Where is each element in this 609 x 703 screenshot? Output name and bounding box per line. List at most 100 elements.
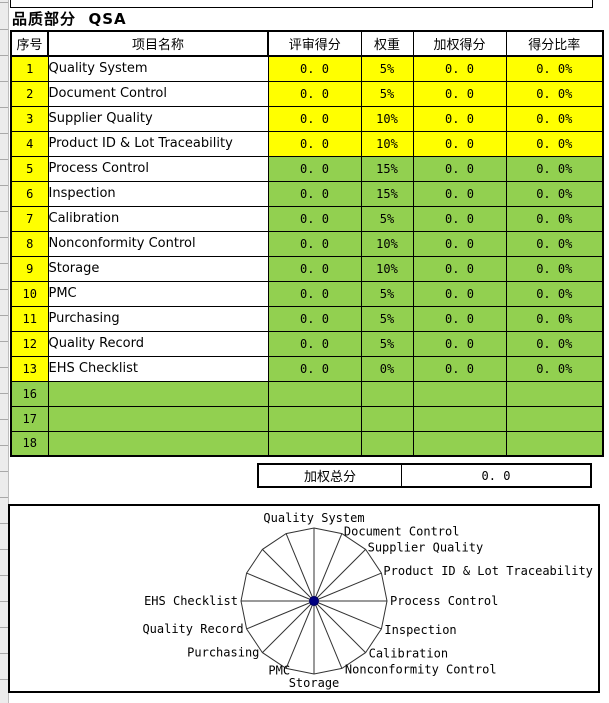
cell-weighted[interactable]: 0. 0 bbox=[412, 130, 507, 157]
cell-score[interactable]: 0. 0 bbox=[267, 330, 362, 357]
header-score[interactable]: 评审得分 bbox=[267, 30, 362, 57]
cell-weight[interactable] bbox=[360, 405, 414, 432]
cell-ratio[interactable] bbox=[505, 380, 604, 407]
weighted-total-value[interactable]: 0. 0 bbox=[402, 463, 592, 488]
cell-weighted[interactable]: 0. 0 bbox=[412, 230, 507, 257]
cell-weighted[interactable]: 0. 0 bbox=[412, 280, 507, 307]
cell-weight[interactable]: 10% bbox=[360, 130, 414, 157]
cell-weighted[interactable] bbox=[412, 405, 507, 432]
cell-no[interactable]: 17 bbox=[10, 405, 49, 432]
cell-score[interactable]: 0. 0 bbox=[267, 280, 362, 307]
cell-ratio[interactable]: 0. 0% bbox=[505, 130, 604, 157]
cell-no[interactable]: 7 bbox=[10, 205, 49, 232]
cell-ratio[interactable]: 0. 0% bbox=[505, 55, 604, 82]
header-weight[interactable]: 权重 bbox=[360, 30, 414, 57]
cell-weight[interactable]: 5% bbox=[360, 330, 414, 357]
cell-score[interactable] bbox=[267, 430, 362, 457]
cell-no[interactable]: 6 bbox=[10, 180, 49, 207]
header-weighted[interactable]: 加权得分 bbox=[412, 30, 507, 57]
cell-ratio[interactable]: 0. 0% bbox=[505, 330, 604, 357]
cell-no[interactable]: 5 bbox=[10, 155, 49, 182]
cell-weighted[interactable]: 0. 0 bbox=[412, 330, 507, 357]
cell-no[interactable]: 13 bbox=[10, 355, 49, 382]
cell-weight[interactable]: 0% bbox=[360, 355, 414, 382]
cell-no[interactable]: 9 bbox=[10, 255, 49, 282]
cell-ratio[interactable]: 0. 0% bbox=[505, 105, 604, 132]
cell-name[interactable]: Document Control bbox=[47, 80, 269, 107]
cell-weighted[interactable] bbox=[412, 430, 507, 457]
cell-ratio[interactable] bbox=[505, 430, 604, 457]
cell-score[interactable]: 0. 0 bbox=[267, 105, 362, 132]
cell-score[interactable]: 0. 0 bbox=[267, 230, 362, 257]
cell-weighted[interactable]: 0. 0 bbox=[412, 255, 507, 282]
cell-score[interactable] bbox=[267, 380, 362, 407]
weighted-total-label[interactable]: 加权总分 bbox=[257, 463, 402, 488]
cell-ratio[interactable]: 0. 0% bbox=[505, 355, 604, 382]
cell-name[interactable]: Purchasing bbox=[47, 305, 269, 332]
cell-weighted[interactable]: 0. 0 bbox=[412, 105, 507, 132]
cell-weighted[interactable] bbox=[412, 380, 507, 407]
cell-score[interactable]: 0. 0 bbox=[267, 180, 362, 207]
header-name[interactable]: 项目名称 bbox=[47, 30, 269, 57]
cell-no[interactable]: 11 bbox=[10, 305, 49, 332]
cell-weight[interactable] bbox=[360, 430, 414, 457]
cell-score[interactable]: 0. 0 bbox=[267, 305, 362, 332]
cell-ratio[interactable]: 0. 0% bbox=[505, 305, 604, 332]
cell-name[interactable]: Supplier Quality bbox=[47, 105, 269, 132]
cell-no[interactable]: 8 bbox=[10, 230, 49, 257]
cell-name[interactable]: Storage bbox=[47, 255, 269, 282]
cell-weighted[interactable]: 0. 0 bbox=[412, 80, 507, 107]
cell-name[interactable]: PMC bbox=[47, 280, 269, 307]
cell-name[interactable]: Product ID & Lot Traceability bbox=[47, 130, 269, 157]
cell-weighted[interactable]: 0. 0 bbox=[412, 205, 507, 232]
cell-score[interactable]: 0. 0 bbox=[267, 55, 362, 82]
cell-weighted[interactable]: 0. 0 bbox=[412, 55, 507, 82]
cell-no[interactable]: 1 bbox=[10, 55, 49, 82]
cell-name[interactable]: Inspection bbox=[47, 180, 269, 207]
cell-ratio[interactable] bbox=[505, 405, 604, 432]
cell-weight[interactable]: 15% bbox=[360, 180, 414, 207]
cell-ratio[interactable]: 0. 0% bbox=[505, 155, 604, 182]
cell-weight[interactable]: 10% bbox=[360, 230, 414, 257]
cell-score[interactable]: 0. 0 bbox=[267, 355, 362, 382]
cell-name[interactable] bbox=[47, 380, 269, 407]
section-title[interactable]: 品质部分 QSA bbox=[12, 10, 127, 28]
cell-weight[interactable]: 5% bbox=[360, 55, 414, 82]
cell-score[interactable]: 0. 0 bbox=[267, 155, 362, 182]
cell-score[interactable] bbox=[267, 405, 362, 432]
cell-weighted[interactable]: 0. 0 bbox=[412, 155, 507, 182]
cell-name[interactable] bbox=[47, 430, 269, 457]
cell-weight[interactable]: 10% bbox=[360, 105, 414, 132]
cell-no[interactable]: 18 bbox=[10, 430, 49, 457]
cell-no[interactable]: 16 bbox=[10, 380, 49, 407]
header-no[interactable]: 序号 bbox=[10, 30, 49, 57]
cell-weighted[interactable]: 0. 0 bbox=[412, 305, 507, 332]
cell-weighted[interactable]: 0. 0 bbox=[412, 355, 507, 382]
cell-ratio[interactable]: 0. 0% bbox=[505, 80, 604, 107]
cell-weight[interactable]: 5% bbox=[360, 305, 414, 332]
cell-weight[interactable]: 5% bbox=[360, 280, 414, 307]
cell-ratio[interactable]: 0. 0% bbox=[505, 280, 604, 307]
cell-name[interactable]: Nonconformity Control bbox=[47, 230, 269, 257]
cell-ratio[interactable]: 0. 0% bbox=[505, 230, 604, 257]
cell-ratio[interactable]: 0. 0% bbox=[505, 180, 604, 207]
cell-name[interactable]: Calibration bbox=[47, 205, 269, 232]
header-ratio[interactable]: 得分比率 bbox=[505, 30, 604, 57]
cell-score[interactable]: 0. 0 bbox=[267, 255, 362, 282]
cell-score[interactable]: 0. 0 bbox=[267, 130, 362, 157]
cell-no[interactable]: 4 bbox=[10, 130, 49, 157]
cell-name[interactable]: Quality System bbox=[47, 55, 269, 82]
cell-ratio[interactable]: 0. 0% bbox=[505, 255, 604, 282]
cell-no[interactable]: 12 bbox=[10, 330, 49, 357]
cell-name[interactable] bbox=[47, 405, 269, 432]
cell-score[interactable]: 0. 0 bbox=[267, 80, 362, 107]
cell-weight[interactable]: 5% bbox=[360, 80, 414, 107]
cell-weight[interactable]: 5% bbox=[360, 205, 414, 232]
cell-score[interactable]: 0. 0 bbox=[267, 205, 362, 232]
cell-name[interactable]: Quality Record bbox=[47, 330, 269, 357]
cell-no[interactable]: 3 bbox=[10, 105, 49, 132]
cell-weight[interactable]: 10% bbox=[360, 255, 414, 282]
cell-weight[interactable]: 15% bbox=[360, 155, 414, 182]
cell-no[interactable]: 10 bbox=[10, 280, 49, 307]
cell-name[interactable]: EHS Checklist bbox=[47, 355, 269, 382]
